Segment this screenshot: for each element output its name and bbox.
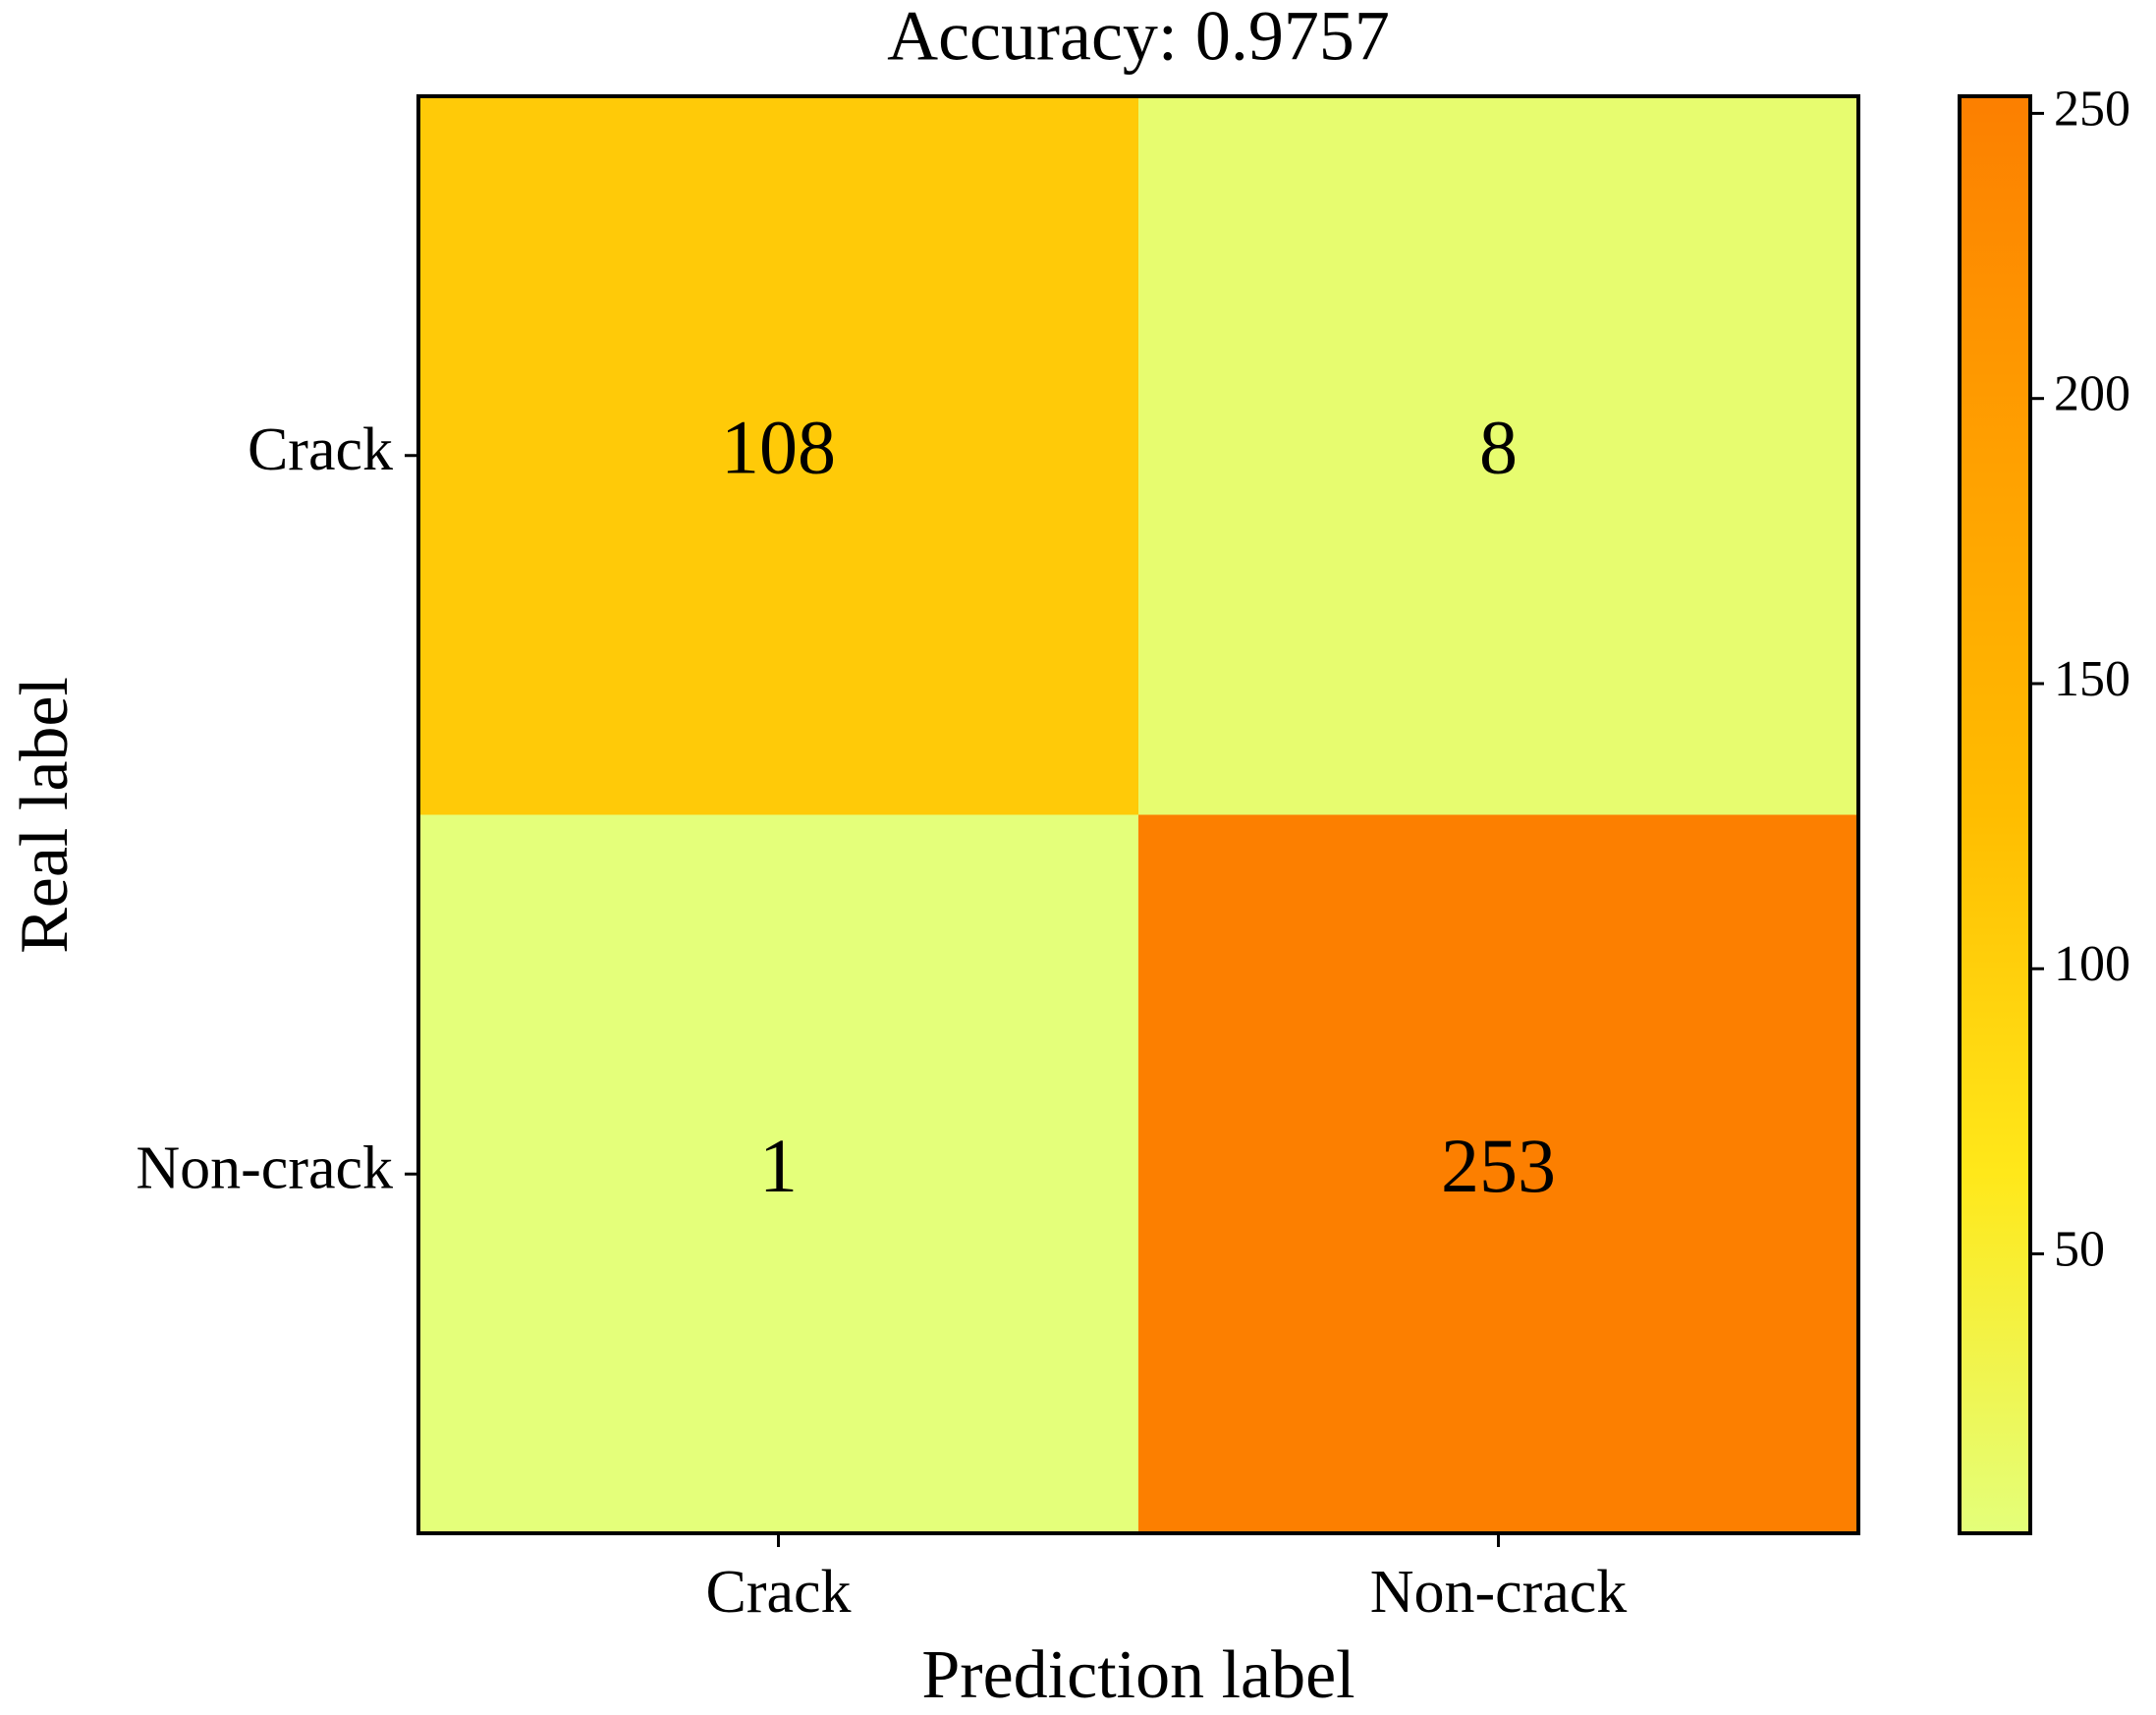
heatmap-cell (418, 814, 1139, 1534)
heatmap-cell (1138, 96, 1859, 815)
colorbar-tick-label: 200 (2054, 366, 2130, 422)
colorbar (1958, 94, 2032, 1535)
heatmap-cell (418, 96, 1139, 815)
y-tick-label: Crack (248, 416, 393, 483)
plot-frame (416, 94, 1860, 1535)
x-axis-label: Prediction label (921, 1637, 1354, 1713)
colorbar-tick-label: 50 (2054, 1221, 2105, 1277)
y-axis-label: Real label (7, 677, 83, 954)
cell-label: 8 (1479, 405, 1518, 490)
cell-label: 108 (721, 405, 836, 490)
chart-title: Accuracy: 0.9757 (887, 0, 1390, 76)
y-tick-label: Non-crack (136, 1134, 393, 1201)
heatmap-cell (1138, 814, 1859, 1534)
x-tick-label: Crack (705, 1559, 851, 1626)
colorbar-tick-label: 250 (2054, 81, 2130, 137)
x-tick-label: Non-crack (1370, 1559, 1628, 1626)
colorbar-tick-label: 100 (2054, 936, 2130, 992)
cell-label: 1 (759, 1123, 798, 1208)
colorbar-tick-label: 150 (2054, 651, 2130, 707)
cell-label: 253 (1441, 1123, 1556, 1208)
